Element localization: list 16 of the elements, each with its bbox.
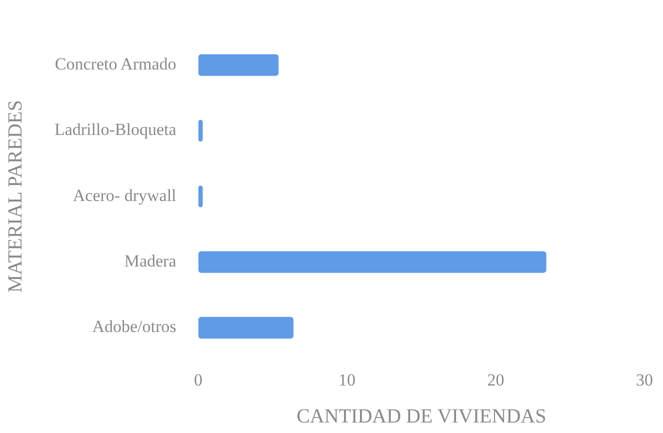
y-tick-label: Adobe/otros <box>92 317 176 336</box>
x-tick-label: 20 <box>487 370 504 390</box>
bar <box>198 120 203 142</box>
x-tick-label: 0 <box>194 370 203 390</box>
x-axis-title: CANTIDAD DE VIVIENDAS <box>296 405 546 428</box>
y-tick-label: Madera <box>124 252 177 271</box>
bar <box>198 251 546 273</box>
bar <box>198 186 203 208</box>
y-tick-label: Ladrillo-Bloqueta <box>54 120 177 140</box>
y-axis-title: MATERIAL PAREDES <box>4 100 26 293</box>
x-tick-label: 30 <box>636 370 653 390</box>
x-tick-label: 10 <box>338 370 356 390</box>
bar <box>198 54 279 76</box>
y-tick-label: Acero- drywall <box>72 186 177 205</box>
y-tick-label: Concreto Armado <box>54 54 176 74</box>
bar <box>198 316 294 339</box>
